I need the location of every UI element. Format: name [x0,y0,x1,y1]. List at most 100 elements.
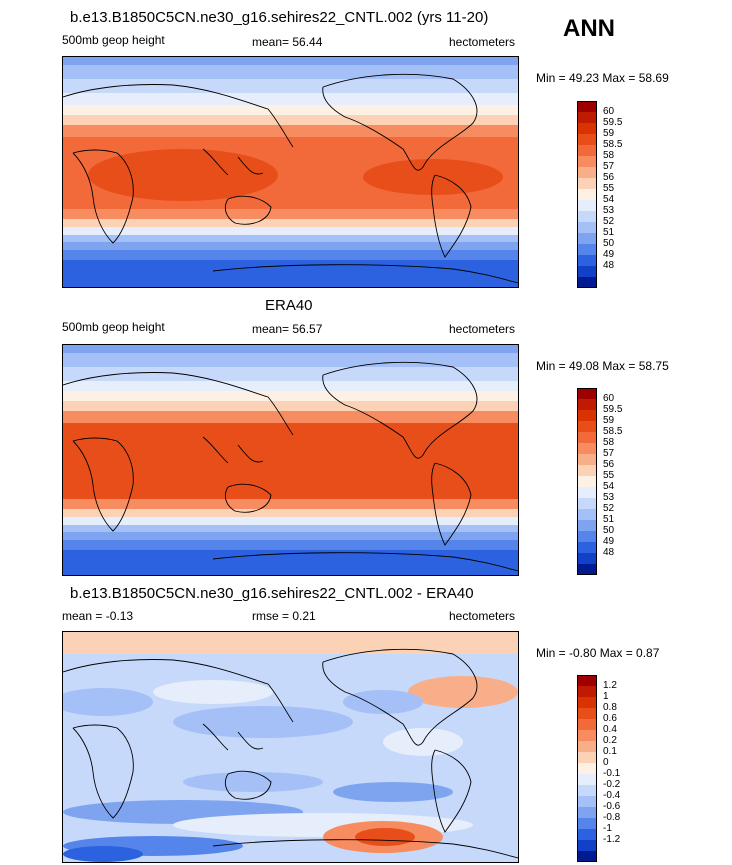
colorbar-label: 0.4 [603,724,617,735]
colorbar-label: 56 [603,459,615,470]
colorbar-label: 0.1 [603,746,617,757]
colorbar-cell [577,675,597,686]
colorbar-cell [577,785,597,796]
colorbar-cell [577,443,597,454]
panel3-units-label: hectometers [449,609,516,623]
colorbar-label: 50 [603,238,615,249]
panel2-title: ERA40 [265,297,313,314]
colorbar-cell [577,520,597,531]
colorbar-label: 0.6 [603,713,617,724]
panel1-minmax-label: Min = 49.23 Max = 58.69 [536,71,669,85]
colorbar-cell [577,730,597,741]
panel1-map [62,56,519,288]
colorbar-cell [577,509,597,520]
colorbar-cell [577,851,597,862]
panel2-mean-label: mean= 56.57 [252,322,323,336]
colorbar-cell [577,465,597,476]
panel2-variable-label: 500mb geop height [62,320,165,334]
colorbar-cell [577,719,597,730]
panel2-units-label: hectometers [449,322,516,336]
season-label: ANN [563,15,615,42]
colorbar-label: 54 [603,194,615,205]
colorbar-cell [577,708,597,719]
colorbar-label: -0.8 [603,812,621,823]
colorbar-label: 57 [603,448,615,459]
colorbar-cell [577,200,597,211]
colorbar-label: 50 [603,525,615,536]
colorbar-label: 58 [603,437,615,448]
colorbar-label: 58 [603,150,615,161]
colorbar-label: 1.2 [603,680,617,691]
colorbar-label: -0.4 [603,790,621,801]
colorbar-label: 51 [603,227,615,238]
panel2-map [62,344,519,576]
colorbar-label: 58.5 [603,426,623,437]
colorbar-label: 0.2 [603,735,617,746]
colorbar-label: -0.1 [603,768,621,779]
colorbar-cell [577,156,597,167]
colorbar-label: 59 [603,128,615,139]
colorbar-cell [577,101,597,112]
colorbar-cell [577,487,597,498]
colorbar-label: -1 [603,823,612,834]
colorbar-cell [577,796,597,807]
colorbar-label: 53 [603,492,615,503]
colorbar-label: 1 [603,691,609,702]
panel3-minmax-label: Min = -0.80 Max = 0.87 [536,646,660,660]
colorbar-label: 59.5 [603,404,623,415]
colorbar-cell [577,388,597,399]
colorbar-cell [577,421,597,432]
colorbar-cell [577,763,597,774]
colorbar-label: 57 [603,161,615,172]
colorbar-label: 54 [603,481,615,492]
colorbar-cell [577,244,597,255]
colorbar-cell [577,178,597,189]
colorbar-cell [577,686,597,697]
colorbar-cell [577,233,597,244]
colorbar-cell [577,222,597,233]
colorbar-label: 55 [603,470,615,481]
colorbar-cell [577,542,597,553]
colorbar-cell [577,498,597,509]
colorbar-label: 52 [603,216,615,227]
panel3-mean-label: mean = -0.13 [62,609,134,623]
colorbar-cell [577,807,597,818]
colorbar-label: 49 [603,536,615,547]
colorbar-cell [577,410,597,421]
colorbar-cell [577,752,597,763]
panel3-map [62,631,519,863]
colorbar-label: 55 [603,183,615,194]
panel1-title: b.e13.B1850C5CN.ne30_g16.sehires22_CNTL.… [70,9,489,26]
colorbar-label: -1.2 [603,834,621,845]
colorbar-cell [577,697,597,708]
colorbar-cell [577,741,597,752]
colorbar-cell [577,531,597,542]
panel1-variable-label: 500mb geop height [62,33,165,47]
colorbar-label: 56 [603,172,615,183]
colorbar-label: 48 [603,260,615,271]
colorbar-cell [577,266,597,277]
colorbar-cell [577,476,597,487]
colorbar-label: 58.5 [603,139,623,150]
colorbar-label: 48 [603,547,615,558]
colorbar-cell [577,840,597,851]
colorbar-cell [577,112,597,123]
colorbar-label: 60 [603,393,615,404]
colorbar-cell [577,277,597,288]
colorbar-label: 60 [603,106,615,117]
panel2-minmax-label: Min = 49.08 Max = 58.75 [536,359,669,373]
colorbar-cell [577,399,597,410]
colorbar-cell [577,145,597,156]
colorbar-cell [577,553,597,564]
colorbar-label: 53 [603,205,615,216]
colorbar-cell [577,829,597,840]
panel3-rmse-label: rmse = 0.21 [252,609,316,623]
colorbar-cell [577,123,597,134]
colorbar-label: 49 [603,249,615,260]
panel1-mean-label: mean= 56.44 [252,35,323,49]
panel3-title: b.e13.B1850C5CN.ne30_g16.sehires22_CNTL.… [70,585,474,602]
colorbar-cell [577,818,597,829]
colorbar-label: 59.5 [603,117,623,128]
colorbar-cell [577,774,597,785]
colorbar-label: -0.2 [603,779,621,790]
